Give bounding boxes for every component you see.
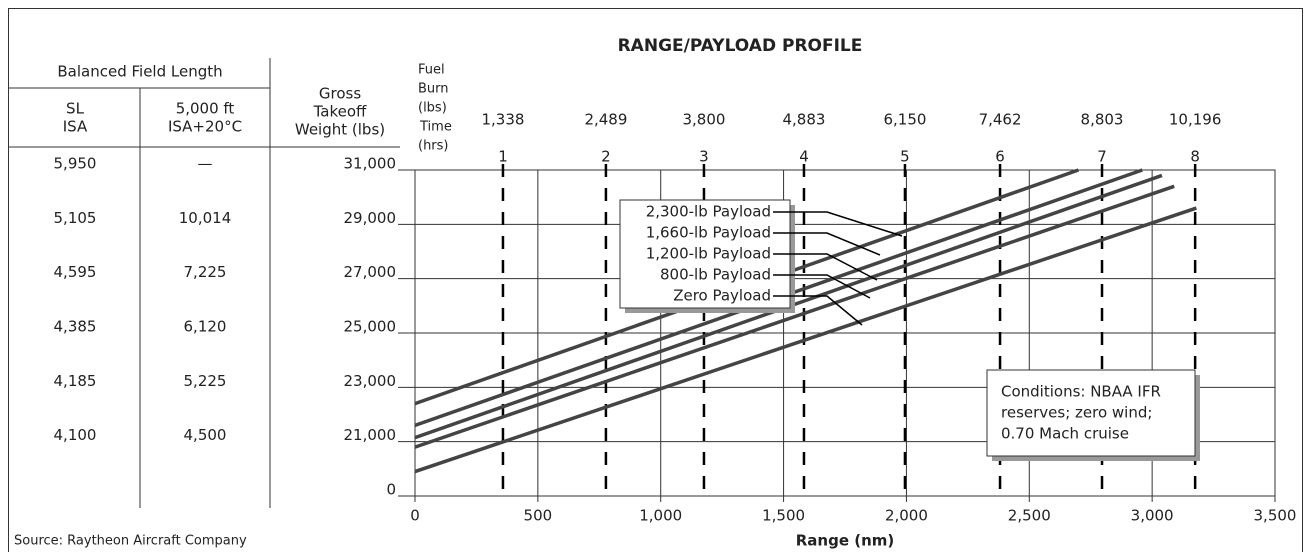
top-axis-label: Time [419,120,452,135]
table-cell: 4,100 [54,426,97,444]
fuel-burn-label: 6,150 [883,111,926,129]
annotation: reserves; zero wind; [1001,404,1152,422]
table-cell: 4,385 [54,318,97,336]
annotation: Conditions: NBAA IFR [1001,383,1161,401]
x-tick-label: 500 [524,507,553,525]
legend-label: 800-lb Payload [660,266,771,284]
table-cell: 5,105 [54,209,97,227]
fuel-burn-label: 7,462 [979,111,1022,129]
x-tick-label: 3,000 [1131,507,1174,525]
fuel-burn-label: 4,883 [782,111,825,129]
legend-label: 1,200-lb Payload [646,245,771,263]
fuel-burn-label: 2,489 [584,111,627,129]
legend-label: Zero Payload [673,287,771,305]
table-cell: 10,014 [179,209,232,227]
hour-label: 6 [995,148,1005,166]
table-column-header: SL [66,100,85,118]
y-tick-label: 27,000 [344,263,397,281]
legend-label: 2,300-lb Payload [646,203,771,221]
y-tick-label: 25,000 [344,318,397,336]
table-cell: 7,225 [184,263,227,281]
table-cell: 5,225 [184,372,227,390]
fuel-burn-label: 3,800 [682,111,725,129]
chart-title: RANGE/PAYLOAD PROFILE [618,36,863,56]
y-tick-label: 29,000 [344,209,397,227]
legend-leader [773,295,863,326]
hour-label: 7 [1097,148,1107,166]
legend-leader [773,211,903,237]
hour-label: 4 [799,148,809,166]
fuel-burn-label: 8,803 [1081,111,1124,129]
payload-line [414,206,1197,474]
y-tick-label: 31,000 [344,155,397,173]
top-axis-label: (lbs) [418,101,447,116]
legend-leader [773,253,878,281]
plot-frame [414,169,1276,497]
table-cell: — [198,155,213,173]
table-column-header: ISA [63,118,88,136]
top-axis-label: (hrs) [418,139,449,154]
annotation-box [986,369,1196,457]
source: Source: Raytheon Aircraft Company [14,534,247,549]
x-tick-label: 3,500 [1254,507,1297,525]
legend-label: 1,660-lb Payload [646,224,771,242]
table-column-header: ISA+20°C [168,118,242,136]
fuel-burn-label: 10,196 [1169,111,1222,129]
top-axis-label: Burn [418,82,449,97]
table-cell: 4,500 [184,426,227,444]
annotation: 0.70 Mach cruise [1001,425,1129,443]
table-cell: 4,595 [54,263,97,281]
table-cell: 4,185 [54,372,97,390]
x-tick-label: 2,000 [885,507,928,525]
legend-leader [773,232,881,256]
top-axis-label: Fuel [418,63,445,78]
table-column-header: 5,000 ft [176,100,235,118]
legend-leader [773,274,871,299]
y-tick-label: 21,000 [344,426,397,444]
y-axis-label: Weight (lbs) [295,121,385,139]
payload-line [414,184,1175,449]
x-tick-label: 2,500 [1008,507,1051,525]
table-cell: 6,120 [184,318,227,336]
x-axis-label: Range (nm) [796,532,895,550]
y-axis-label: Gross [319,85,361,103]
y-tick-label: 0 [386,481,396,499]
table-cell: 5,950 [54,155,97,173]
x-tick-label: 0 [410,507,420,525]
hour-label: 8 [1190,148,1200,166]
legend [619,199,791,309]
x-tick-label: 1,500 [762,507,805,525]
hour-label: 2 [601,148,611,166]
hour-label: 5 [900,148,910,166]
hour-label: 3 [699,148,709,166]
x-tick-label: 1,000 [639,507,682,525]
fuel-burn-label: 1,338 [481,111,524,129]
hour-label: 1 [498,148,508,166]
y-tick-label: 23,000 [344,372,397,390]
frame [8,8,1303,552]
y-axis-label: Takeoff [313,103,367,121]
table-group-header: Balanced Field Length [57,63,222,81]
